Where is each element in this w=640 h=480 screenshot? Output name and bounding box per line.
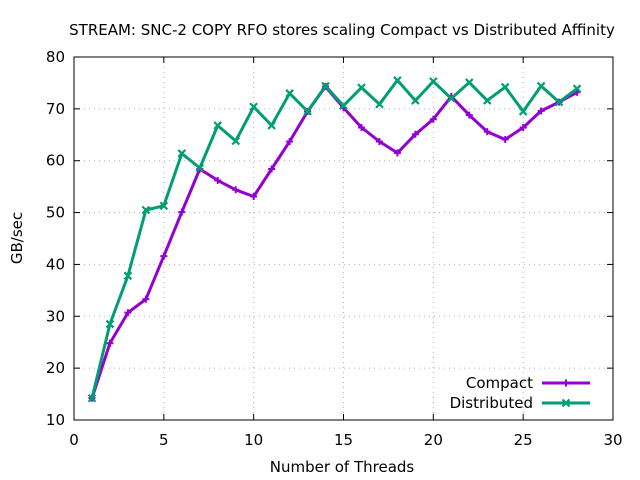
compact-point [429,115,437,123]
distributed-point [87,393,97,403]
distributed-point [393,76,402,85]
distributed-point [357,83,366,92]
legend: Compact Distributed [450,374,590,412]
distributed-point [231,136,240,146]
distributed-point [195,163,205,173]
x-tick-label: 0 [69,431,79,449]
distributed-point [159,201,169,211]
compact-point [142,295,150,303]
distributed-point [482,96,492,105]
distributed-point [554,97,564,107]
distributed-point [123,271,133,281]
x-tick-label: 30 [603,431,622,449]
distributed-point [321,81,330,91]
distributed-point [249,102,258,112]
distributed-point [213,121,223,130]
compact-point [519,124,527,132]
y-tick-label: 20 [46,359,65,377]
grid [74,57,613,420]
distributed-point [267,121,276,130]
legend-label-compact: Compact [466,374,533,392]
distributed-point [572,84,582,93]
distributed-point [285,89,294,98]
compact-point [375,138,383,146]
y-tick-label: 10 [46,411,65,429]
compact-point [286,138,294,146]
compact-point [465,111,473,119]
x-tick-label: 10 [244,431,263,449]
y-tick-label: 30 [46,307,65,325]
y-tick-label: 50 [46,204,65,222]
distributed-point [141,205,151,215]
distributed-point [500,82,510,92]
compact-point [124,309,132,317]
compact-point [483,128,491,136]
distributed-point [105,319,115,329]
compact-point [160,252,168,260]
distributed-point [411,96,420,105]
compact-point [268,165,276,173]
y-axis: 10 20 30 40 50 60 70 80 [46,48,613,429]
distributed-point [429,77,438,86]
x-tick-label: 15 [334,431,353,449]
distributed-point [339,101,348,111]
compact-point [393,149,401,157]
distributed-point [536,81,546,91]
x-axis: 0 5 10 15 20 25 30 [69,57,623,449]
compact-point [232,186,240,194]
distributed-point [464,78,474,87]
compact-point [501,135,509,143]
distributed-point [375,99,384,109]
compact-point [357,124,365,132]
compact-point [106,339,114,347]
distributed-point [303,107,312,116]
series-layer [87,76,582,403]
compact-point [178,208,186,216]
x-axis-label: Number of Threads [270,458,415,476]
y-tick-label: 60 [46,152,65,170]
distributed-point [177,149,187,158]
legend-marker-compact [562,379,570,387]
series-compact [88,83,581,402]
compact-point [214,176,222,184]
x-tick-label: 25 [514,431,533,449]
plot-frame [73,56,614,421]
legend-marker-distributed [561,398,571,408]
compact-point [250,192,258,200]
distributed-point [447,94,456,103]
compact-point [411,130,419,138]
distributed-point [518,107,528,116]
legend-label-distributed: Distributed [450,394,533,412]
y-axis-label: GB/sec [8,212,26,264]
distributed-line [90,78,578,399]
x-tick-label: 5 [159,431,169,449]
y-tick-label: 70 [46,100,65,118]
chart-title: STREAM: SNC-2 COPY RFO stores scaling Co… [69,21,615,39]
y-tick-label: 80 [46,48,65,66]
series-distributed [87,76,582,403]
compact-line [90,85,578,399]
y-tick-label: 40 [46,255,65,273]
compact-point [537,107,545,115]
x-tick-label: 20 [424,431,443,449]
